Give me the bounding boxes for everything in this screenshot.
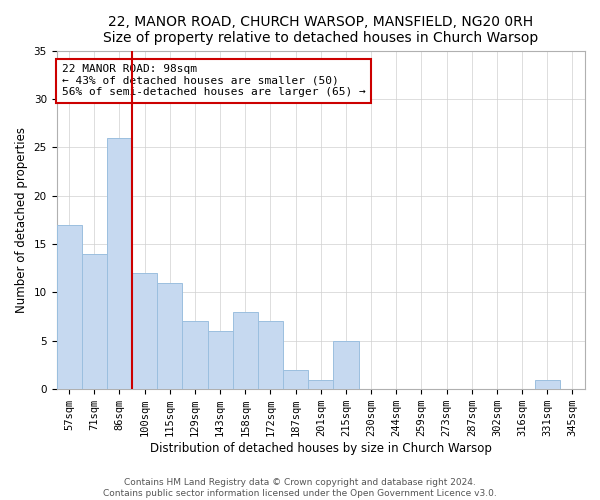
- Bar: [208, 331, 233, 389]
- Text: Contains HM Land Registry data © Crown copyright and database right 2024.
Contai: Contains HM Land Registry data © Crown c…: [103, 478, 497, 498]
- X-axis label: Distribution of detached houses by size in Church Warsop: Distribution of detached houses by size …: [150, 442, 492, 455]
- Bar: [535, 380, 560, 389]
- Bar: [56, 224, 82, 389]
- Bar: [157, 283, 182, 389]
- Bar: [283, 370, 308, 389]
- Bar: [82, 254, 107, 389]
- Title: 22, MANOR ROAD, CHURCH WARSOP, MANSFIELD, NG20 0RH
Size of property relative to : 22, MANOR ROAD, CHURCH WARSOP, MANSFIELD…: [103, 15, 538, 45]
- Bar: [107, 138, 132, 389]
- Bar: [233, 312, 258, 389]
- Bar: [308, 380, 334, 389]
- Bar: [182, 322, 208, 389]
- Y-axis label: Number of detached properties: Number of detached properties: [15, 127, 28, 313]
- Text: 22 MANOR ROAD: 98sqm
← 43% of detached houses are smaller (50)
56% of semi-detac: 22 MANOR ROAD: 98sqm ← 43% of detached h…: [62, 64, 365, 98]
- Bar: [258, 322, 283, 389]
- Bar: [132, 273, 157, 389]
- Bar: [334, 341, 359, 389]
